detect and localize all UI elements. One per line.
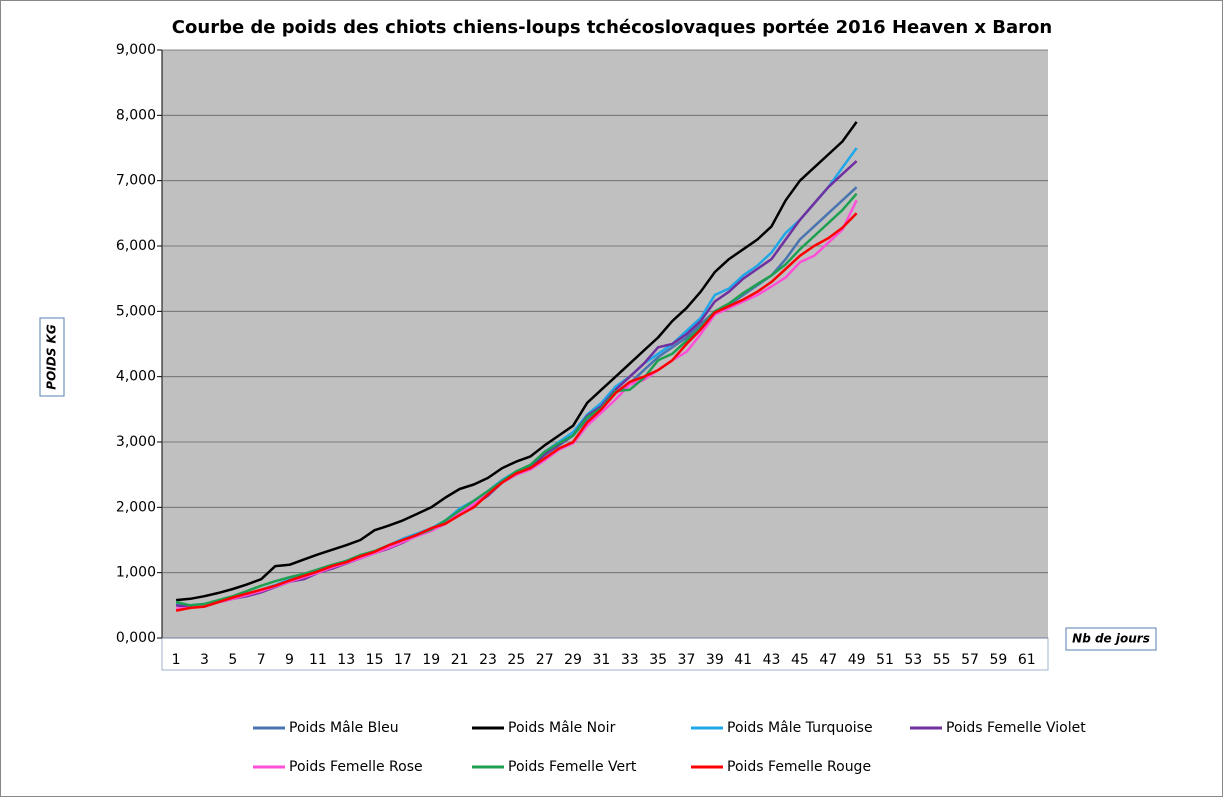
x-tick-label: 1 xyxy=(172,652,181,668)
x-tick-label: 55 xyxy=(933,652,951,668)
series-line xyxy=(175,192,858,607)
x-tick-label: 49 xyxy=(848,652,866,668)
x-tick-label: 51 xyxy=(876,652,894,668)
x-tick-label: 35 xyxy=(649,652,667,668)
x-tick-label: 5 xyxy=(228,652,237,668)
x-tick-label: 37 xyxy=(678,652,696,668)
x-tick-label: 43 xyxy=(763,652,781,668)
legend-label: Poids Mâle Turquoise xyxy=(727,720,873,736)
x-tick-label: 17 xyxy=(394,652,412,668)
legend-label: Poids Femelle Violet xyxy=(946,720,1086,736)
y-tick-label: 2,000 xyxy=(116,499,156,515)
legend-label: Poids Mâle Bleu xyxy=(289,720,399,736)
x-tick-label: 39 xyxy=(706,652,724,668)
y-tick-label: 9,000 xyxy=(116,42,156,58)
x-tick-label: 45 xyxy=(791,652,809,668)
y-tick-label: 0,000 xyxy=(116,630,156,646)
x-tick-label: 21 xyxy=(451,652,469,668)
x-tick-label: 23 xyxy=(479,652,497,668)
x-tick-label: 19 xyxy=(422,652,440,668)
x-axis-label: Nb de jours xyxy=(1072,632,1150,646)
x-tick-label: 3 xyxy=(200,652,209,668)
x-tick-label: 31 xyxy=(592,652,610,668)
series-line xyxy=(175,212,858,612)
y-label-box xyxy=(39,317,65,397)
y-tick-label: 7,000 xyxy=(116,173,156,189)
x-tick-label: 13 xyxy=(337,652,355,668)
x-tick-label: 59 xyxy=(989,652,1007,668)
legend-label: Poids Femelle Rouge xyxy=(727,759,871,775)
y-tick-label: 6,000 xyxy=(116,238,156,254)
x-tick-label: 47 xyxy=(819,652,837,668)
x-tick-label: 33 xyxy=(621,652,639,668)
x-tick-label: 41 xyxy=(734,652,752,668)
x-tick-label: 11 xyxy=(309,652,327,668)
x-tick-label: 27 xyxy=(536,652,554,668)
x-tick-label: 29 xyxy=(564,652,582,668)
x-tick-label: 61 xyxy=(1018,652,1036,668)
y-tick-label: 5,000 xyxy=(116,303,156,319)
x-label-box xyxy=(1065,627,1157,651)
y-tick-label: 3,000 xyxy=(116,434,156,450)
x-tick-label: 9 xyxy=(285,652,294,668)
legend-label: Poids Femelle Vert xyxy=(508,759,637,775)
x-tick-label: 53 xyxy=(904,652,922,668)
legend-label: Poids Femelle Rose xyxy=(289,759,423,775)
y-axis-label: POIDS KG xyxy=(45,324,59,390)
x-tick-label: 57 xyxy=(961,652,979,668)
y-tick-label: 1,000 xyxy=(116,565,156,581)
y-tick-label: 8,000 xyxy=(116,107,156,123)
y-tick-label: 4,000 xyxy=(116,369,156,385)
series-line xyxy=(175,121,858,602)
x-tick-label: 15 xyxy=(366,652,384,668)
legend-label: Poids Mâle Noir xyxy=(508,720,616,736)
x-tick-label: 25 xyxy=(507,652,525,668)
x-tick-label: 7 xyxy=(257,652,266,668)
chart-title: Courbe de poids des chiots chiens-loups … xyxy=(172,17,1052,38)
plot-area xyxy=(162,50,1048,638)
x-axis-box xyxy=(161,637,1049,671)
